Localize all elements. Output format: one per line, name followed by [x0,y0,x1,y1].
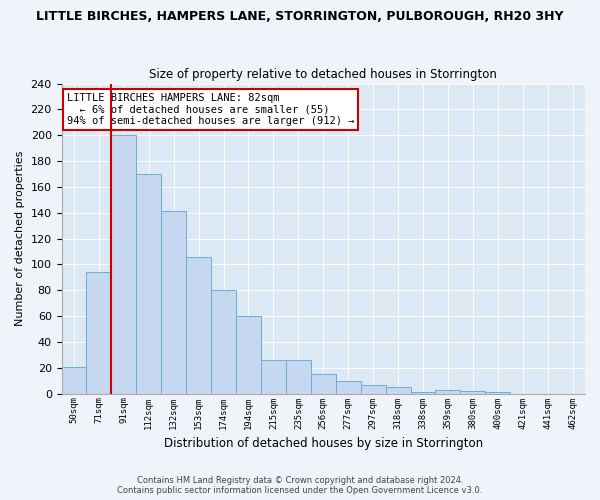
Bar [311,374,336,394]
Bar [86,272,112,394]
Bar [286,360,311,394]
Text: LITTLE BIRCHES, HAMPERS LANE, STORRINGTON, PULBOROUGH, RH20 3HY: LITTLE BIRCHES, HAMPERS LANE, STORRINGTO… [36,10,564,23]
Bar [161,212,186,394]
Bar [261,360,286,394]
Bar [436,390,460,394]
Title: Size of property relative to detached houses in Storrington: Size of property relative to detached ho… [149,68,497,81]
Bar [485,392,510,394]
Bar [62,366,86,394]
Bar [410,392,436,394]
Bar [236,316,261,394]
Bar [186,256,211,394]
Bar [361,384,386,394]
Bar [136,174,161,394]
Bar [460,391,485,394]
Bar [112,135,136,394]
Y-axis label: Number of detached properties: Number of detached properties [15,151,25,326]
Bar [211,290,236,394]
Text: Contains HM Land Registry data © Crown copyright and database right 2024.
Contai: Contains HM Land Registry data © Crown c… [118,476,482,495]
Text: LITTLE BIRCHES HAMPERS LANE: 82sqm
  ← 6% of detached houses are smaller (55)
94: LITTLE BIRCHES HAMPERS LANE: 82sqm ← 6% … [67,93,354,126]
Bar [336,380,361,394]
Bar [386,387,410,394]
X-axis label: Distribution of detached houses by size in Storrington: Distribution of detached houses by size … [164,437,483,450]
